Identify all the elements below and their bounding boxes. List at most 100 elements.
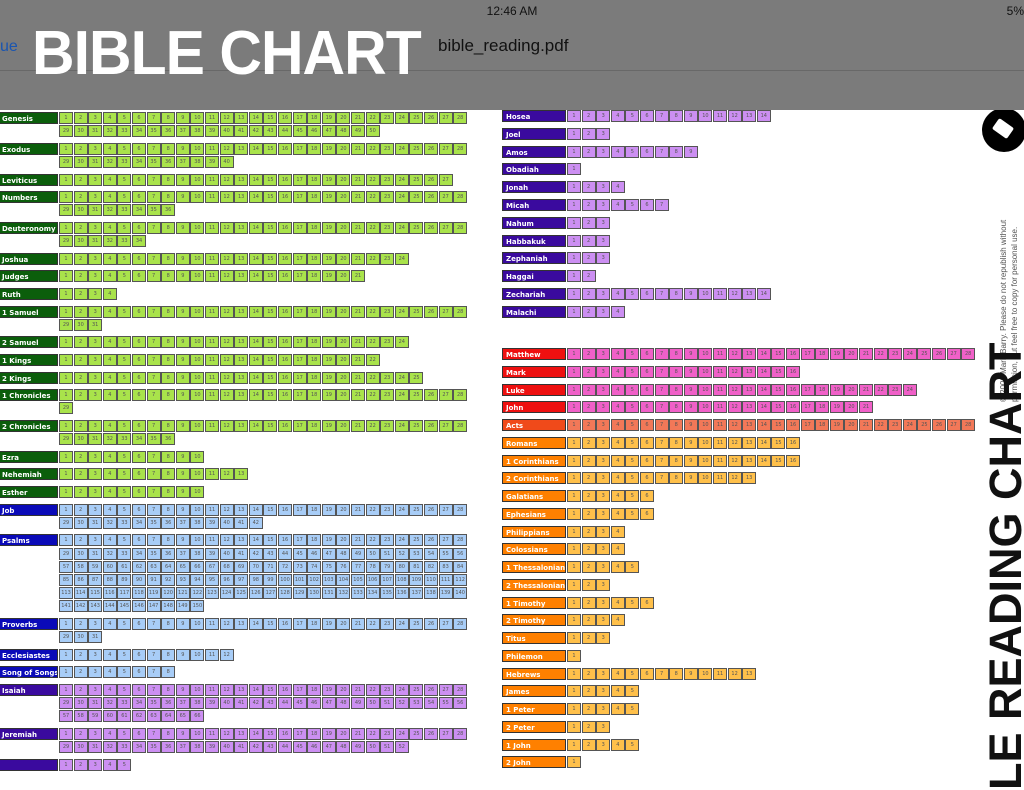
chapter-checkbox[interactable]: 2 <box>74 649 88 661</box>
chapter-checkbox[interactable]: 62 <box>132 710 146 722</box>
chapter-checkbox[interactable]: 19 <box>830 348 844 360</box>
chapter-checkbox[interactable]: 22 <box>366 618 380 630</box>
chapter-checkbox[interactable]: 18 <box>307 270 321 282</box>
chapter-checkbox[interactable]: 9 <box>176 534 190 546</box>
chapter-checkbox[interactable]: 87 <box>88 574 102 586</box>
chapter-checkbox[interactable]: 16 <box>278 143 292 155</box>
chapter-checkbox[interactable]: 14 <box>249 372 263 384</box>
chapter-checkbox[interactable]: 3 <box>596 348 610 360</box>
chapter-checkbox[interactable]: 7 <box>147 666 161 678</box>
chapter-checkbox[interactable]: 7 <box>147 684 161 696</box>
chapter-checkbox[interactable]: 32 <box>103 517 117 529</box>
chapter-checkbox[interactable]: 7 <box>655 110 669 122</box>
chapter-checkbox[interactable]: 14 <box>249 112 263 124</box>
chapter-checkbox[interactable]: 1 <box>567 163 581 175</box>
chapter-checkbox[interactable]: 1 <box>567 401 581 413</box>
chapter-checkbox[interactable]: 2 <box>74 288 88 300</box>
chapter-checkbox[interactable]: 29 <box>59 204 73 216</box>
chapter-checkbox[interactable]: 17 <box>293 336 307 348</box>
chapter-checkbox[interactable]: 10 <box>190 389 204 401</box>
chapter-checkbox[interactable]: 23 <box>380 372 394 384</box>
chapter-checkbox[interactable]: 14 <box>249 143 263 155</box>
chapter-checkbox[interactable]: 3 <box>88 270 102 282</box>
chapter-checkbox[interactable]: 1 <box>59 143 73 155</box>
chapter-checkbox[interactable]: 12 <box>220 389 234 401</box>
chapter-checkbox[interactable]: 10 <box>190 336 204 348</box>
chapter-checkbox[interactable]: 146 <box>132 600 146 612</box>
chapter-checkbox[interactable]: 10 <box>698 419 712 431</box>
chapter-checkbox[interactable]: 27 <box>439 618 453 630</box>
chapter-checkbox[interactable]: 30 <box>74 433 88 445</box>
chapter-checkbox[interactable]: 2 <box>582 579 596 591</box>
chapter-checkbox[interactable]: 103 <box>322 574 336 586</box>
chapter-checkbox[interactable]: 14 <box>249 191 263 203</box>
chapter-checkbox[interactable]: 4 <box>103 666 117 678</box>
chapter-checkbox[interactable]: 5 <box>117 191 131 203</box>
chapter-checkbox[interactable]: 129 <box>293 587 307 599</box>
chapter-checkbox[interactable]: 23 <box>380 253 394 265</box>
chapter-checkbox[interactable]: 18 <box>307 191 321 203</box>
chapter-checkbox[interactable]: 27 <box>439 191 453 203</box>
chapter-checkbox[interactable]: 1 <box>59 112 73 124</box>
chapter-checkbox[interactable]: 21 <box>351 222 365 234</box>
chapter-checkbox[interactable]: 31 <box>88 156 102 168</box>
chapter-checkbox[interactable]: 26 <box>932 348 946 360</box>
chapter-checkbox[interactable]: 148 <box>161 600 175 612</box>
chapter-checkbox[interactable]: 97 <box>234 574 248 586</box>
chapter-checkbox[interactable]: 6 <box>132 504 146 516</box>
chapter-checkbox[interactable]: 25 <box>409 143 423 155</box>
chapter-checkbox[interactable]: 4 <box>103 191 117 203</box>
chapter-checkbox[interactable]: 78 <box>366 561 380 573</box>
chapter-checkbox[interactable]: 2 <box>582 401 596 413</box>
chapter-checkbox[interactable]: 41 <box>234 517 248 529</box>
chapter-checkbox[interactable]: 7 <box>147 468 161 480</box>
chapter-checkbox[interactable]: 1 <box>567 721 581 733</box>
chapter-checkbox[interactable]: 11 <box>205 270 219 282</box>
chapter-checkbox[interactable]: 24 <box>395 222 409 234</box>
chapter-checkbox[interactable]: 13 <box>234 684 248 696</box>
chapter-checkbox[interactable]: 90 <box>132 574 146 586</box>
chapter-checkbox[interactable]: 12 <box>220 306 234 318</box>
chapter-checkbox[interactable]: 6 <box>132 336 146 348</box>
chapter-checkbox[interactable]: 86 <box>74 574 88 586</box>
chapter-checkbox[interactable]: 113 <box>59 587 73 599</box>
chapter-checkbox[interactable]: 28 <box>453 504 467 516</box>
chapter-checkbox[interactable]: 25 <box>409 222 423 234</box>
chapter-checkbox[interactable]: 61 <box>117 561 131 573</box>
chapter-checkbox[interactable]: 12 <box>220 372 234 384</box>
chapter-checkbox[interactable]: 37 <box>176 741 190 753</box>
chapter-checkbox[interactable]: 29 <box>59 697 73 709</box>
chapter-checkbox[interactable]: 10 <box>190 534 204 546</box>
chapter-checkbox[interactable]: 66 <box>190 561 204 573</box>
chapter-checkbox[interactable]: 15 <box>263 354 277 366</box>
chapter-checkbox[interactable]: 7 <box>147 354 161 366</box>
chapter-checkbox[interactable]: 9 <box>684 110 698 122</box>
chapter-checkbox[interactable]: 54 <box>424 697 438 709</box>
chapter-checkbox[interactable]: 3 <box>596 366 610 378</box>
chapter-checkbox[interactable]: 12 <box>220 420 234 432</box>
chapter-checkbox[interactable]: 1 <box>567 579 581 591</box>
chapter-checkbox[interactable]: 53 <box>409 697 423 709</box>
chapter-checkbox[interactable]: 36 <box>161 548 175 560</box>
chapter-checkbox[interactable]: 20 <box>336 420 350 432</box>
chapter-checkbox[interactable]: 26 <box>424 618 438 630</box>
chapter-checkbox[interactable]: 9 <box>176 372 190 384</box>
chapter-checkbox[interactable]: 5 <box>625 384 639 396</box>
chapter-checkbox[interactable]: 1 <box>59 253 73 265</box>
chapter-checkbox[interactable]: 17 <box>293 354 307 366</box>
chapter-checkbox[interactable]: 18 <box>307 504 321 516</box>
chapter-checkbox[interactable]: 9 <box>684 348 698 360</box>
chapter-checkbox[interactable]: 3 <box>88 451 102 463</box>
chapter-checkbox[interactable]: 22 <box>366 336 380 348</box>
chapter-checkbox[interactable]: 42 <box>249 741 263 753</box>
chapter-checkbox[interactable]: 14 <box>249 504 263 516</box>
chapter-checkbox[interactable]: 11 <box>713 668 727 680</box>
chapter-checkbox[interactable]: 2 <box>582 235 596 247</box>
chapter-checkbox[interactable]: 54 <box>424 548 438 560</box>
chapter-checkbox[interactable]: 8 <box>161 306 175 318</box>
chapter-checkbox[interactable]: 8 <box>669 348 683 360</box>
chapter-checkbox[interactable]: 2 <box>582 668 596 680</box>
chapter-checkbox[interactable]: 4 <box>611 597 625 609</box>
chapter-checkbox[interactable]: 8 <box>161 222 175 234</box>
chapter-checkbox[interactable]: 76 <box>336 561 350 573</box>
